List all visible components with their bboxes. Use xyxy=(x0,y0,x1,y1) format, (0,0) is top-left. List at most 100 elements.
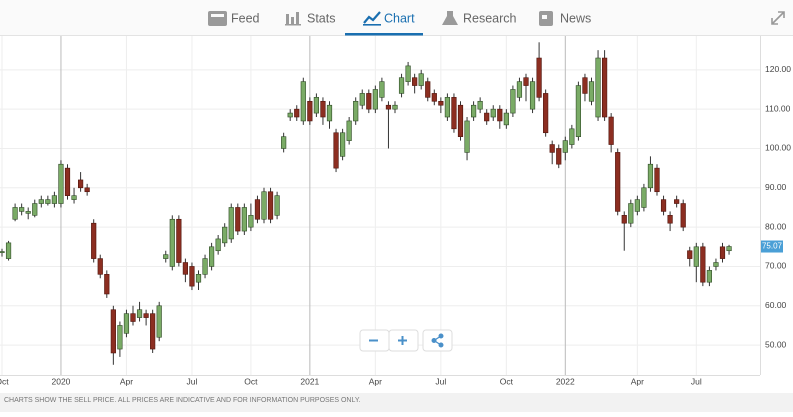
candle-body xyxy=(25,211,31,214)
y-tick-label: 120.00 xyxy=(765,64,791,74)
candle-body xyxy=(713,262,719,267)
candle-body xyxy=(431,93,437,102)
candle-body xyxy=(601,57,608,118)
y-tick-label: 80.00 xyxy=(765,221,787,231)
candle-body xyxy=(405,65,411,82)
candle-body xyxy=(248,215,254,228)
candle-body xyxy=(484,112,490,122)
candle-body xyxy=(209,246,215,267)
candle-body xyxy=(294,108,300,118)
candle-body xyxy=(412,77,418,86)
candle-body xyxy=(45,199,51,204)
chart-icon xyxy=(363,11,381,26)
x-tick-label: 2021 xyxy=(300,376,319,386)
candle-body xyxy=(470,104,477,118)
x-tick-label: Oct xyxy=(500,376,514,386)
candle-body xyxy=(346,120,352,141)
candle-body xyxy=(143,313,149,318)
candle-body xyxy=(418,73,424,86)
candle-body xyxy=(359,93,365,106)
candle-body xyxy=(254,199,261,220)
y-tick-label: 70.00 xyxy=(765,261,787,271)
share-icon xyxy=(431,333,444,348)
candle-body xyxy=(529,81,536,110)
candle-body xyxy=(104,274,110,295)
candle-body xyxy=(281,136,287,149)
candle-body xyxy=(228,207,234,240)
y-tick-label: 90.00 xyxy=(765,182,787,192)
candle-body xyxy=(222,226,228,244)
candle-body xyxy=(300,81,306,122)
candle-body xyxy=(516,81,523,98)
candle-body xyxy=(660,199,667,212)
candle-body xyxy=(150,313,156,350)
candle-body xyxy=(366,93,372,110)
nav-tab[interactable]: Stats xyxy=(307,11,336,25)
candle-body xyxy=(339,132,346,157)
nav-tab[interactable]: Research xyxy=(463,11,517,25)
candle-body xyxy=(667,215,673,224)
candle-body xyxy=(562,140,568,153)
news-icon xyxy=(539,11,553,26)
candle-body xyxy=(726,246,732,252)
candle-body xyxy=(444,97,451,118)
x-tick-label: Oct xyxy=(0,376,9,386)
candle-body xyxy=(477,100,483,110)
candle-body xyxy=(536,57,542,98)
candle-body xyxy=(32,203,38,216)
zoom-controls xyxy=(359,329,453,352)
candle-body xyxy=(195,274,202,283)
candle-body xyxy=(19,207,25,212)
candle-body xyxy=(523,77,529,86)
candle-body xyxy=(176,218,182,263)
candle-body xyxy=(634,199,640,212)
y-tick-label: 100.00 xyxy=(765,143,791,153)
candle-body xyxy=(84,187,90,193)
expand-button[interactable] xyxy=(771,11,785,25)
candle-body xyxy=(503,112,509,126)
candle-body xyxy=(78,179,84,189)
candle-body xyxy=(693,246,699,267)
candle-body xyxy=(130,313,136,322)
candle-body xyxy=(687,250,693,259)
candle-body xyxy=(490,108,496,118)
candle-body xyxy=(182,262,189,275)
footer xyxy=(0,393,793,412)
candle-body xyxy=(549,144,555,153)
candle-body xyxy=(510,89,516,114)
candle-body xyxy=(123,313,130,334)
candle-body xyxy=(719,246,726,259)
candle-body xyxy=(261,191,267,220)
nav-tab[interactable]: Chart xyxy=(384,11,415,25)
candle-body xyxy=(202,258,208,275)
candle-body xyxy=(588,81,595,102)
x-tick-label: Apr xyxy=(631,376,644,386)
candle-body xyxy=(71,195,77,200)
candle-body xyxy=(91,222,97,259)
candle-body xyxy=(64,167,71,196)
candle-body xyxy=(425,81,431,98)
tab-bar xyxy=(0,0,793,35)
candle-body xyxy=(58,163,64,204)
candle-body xyxy=(438,100,444,106)
candle-body xyxy=(575,85,581,137)
candle-body xyxy=(189,266,195,287)
candle-body xyxy=(274,195,280,216)
candle-body xyxy=(497,108,503,122)
candle-body xyxy=(543,93,549,134)
plus-icon xyxy=(398,336,407,345)
candle-body xyxy=(333,132,339,169)
candle-body xyxy=(379,81,385,98)
candle-body xyxy=(51,195,57,204)
candle-body xyxy=(654,167,660,193)
candle-body xyxy=(398,77,405,94)
candle-body xyxy=(136,309,143,318)
price-tag xyxy=(761,240,783,253)
nav-tab[interactable]: Feed xyxy=(231,11,260,25)
candle-body xyxy=(615,152,621,212)
x-tick-label: Apr xyxy=(369,376,382,386)
nav-tab[interactable]: News xyxy=(560,11,591,25)
x-tick-label: 2022 xyxy=(556,376,575,386)
share-button[interactable] xyxy=(422,329,453,352)
